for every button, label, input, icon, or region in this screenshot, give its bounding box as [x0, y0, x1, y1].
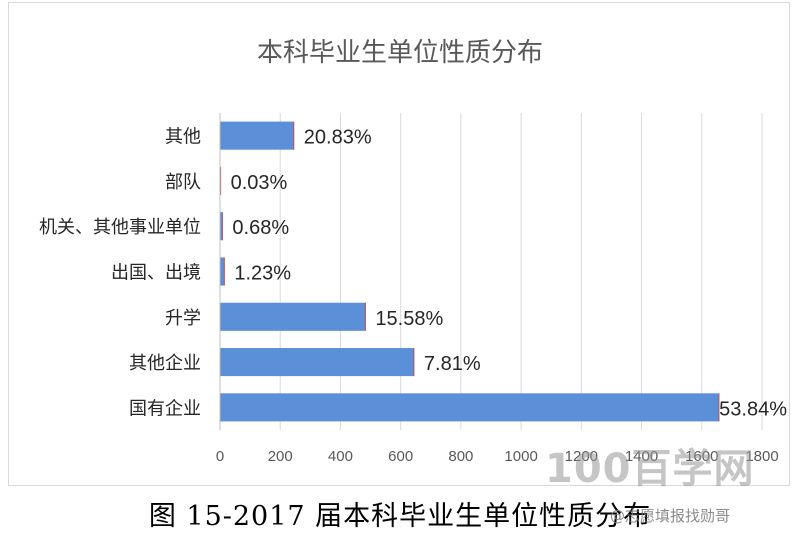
bar — [220, 257, 225, 286]
x-tick-label: 600 — [388, 448, 413, 465]
x-tick-label: 1600 — [685, 448, 718, 465]
chart-frame: 本科毕业生单位性质分布 0 200 400 600 800 1000 1200 1400 1600… — [8, 2, 790, 486]
category-label: 出国、出境 — [111, 263, 201, 284]
data-label: 0.68% — [232, 217, 289, 239]
watermark-logo: 100百学网 — [545, 446, 755, 492]
chart-title: 本科毕业生单位性质分布 — [257, 38, 543, 68]
bar — [220, 348, 414, 377]
x-tick-label: 1800 — [745, 448, 778, 465]
x-tick-label: 1200 — [565, 448, 598, 465]
data-label: 7.81% — [424, 353, 481, 375]
bar-chart: 本科毕业生单位性质分布 0 200 400 600 800 1000 1200 1400 1600… — [39, 38, 787, 465]
x-tick-label: 1000 — [504, 448, 537, 465]
bar — [220, 212, 223, 241]
data-label: 1.23% — [234, 263, 291, 285]
x-tick-label: 0 — [216, 448, 224, 465]
category-label: 部队 — [165, 172, 201, 193]
x-tick-label: 200 — [268, 448, 293, 465]
bar — [220, 121, 294, 150]
data-label: 15.58% — [375, 308, 443, 330]
x-tick-label: 400 — [328, 448, 353, 465]
watermark-note: @志愿填报找勋哥 — [610, 507, 731, 525]
category-label: 其他企业 — [129, 353, 201, 374]
category-label: 国有企业 — [129, 398, 201, 419]
category-label: 其他 — [165, 127, 201, 148]
data-label: 20.83% — [304, 127, 372, 149]
category-label: 机关、其他事业单位 — [39, 217, 201, 238]
data-label: 0.03% — [231, 172, 288, 194]
bar — [220, 393, 719, 422]
data-label: 53.84% — [719, 398, 787, 420]
figure-caption: 图 15-2017 届本科毕业生单位性质分布 — [148, 501, 652, 532]
x-tick-label: 800 — [448, 448, 473, 465]
x-tick-label: 1400 — [625, 448, 658, 465]
category-label: 升学 — [165, 308, 201, 329]
bar — [220, 302, 366, 331]
